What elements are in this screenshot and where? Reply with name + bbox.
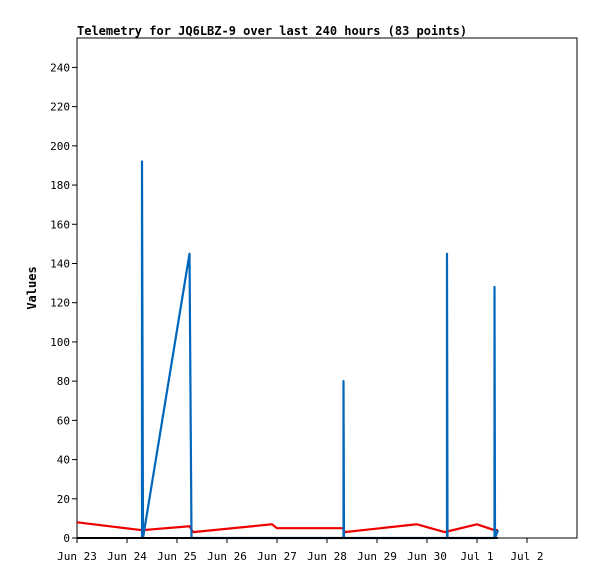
y-tick-label: 160 (50, 218, 70, 231)
y-axis-label: Values (25, 266, 39, 309)
x-tick-label: Jun 25 (157, 550, 197, 563)
x-tick-label: Jun 24 (107, 550, 147, 563)
y-tick-label: 240 (50, 61, 70, 74)
y-tick-label: 40 (57, 454, 70, 467)
x-axis: Jun 23 Jun 24 Jun 25 Jun 26 Jun 27 Jun 28 Jun … (57, 538, 544, 563)
x-tick-label: Jul 2 (510, 550, 543, 563)
y-tick-label: 120 (50, 297, 70, 310)
y-tick-label: 60 (57, 414, 70, 427)
y-tick-label: 100 (50, 336, 70, 349)
plot-frame (76, 37, 578, 539)
x-tick-label: Jun 29 (357, 550, 397, 563)
x-tick-label: Jul 1 (460, 550, 493, 563)
y-tick-label: 140 (50, 257, 70, 270)
series-group (76, 160, 500, 540)
y-tick-label: 220 (50, 101, 70, 114)
series-line-1 (76, 521, 498, 534)
x-tick-label: Jun 30 (407, 550, 447, 563)
chart-title: Telemetry for JQ6LBZ-9 over last 240 hou… (77, 24, 467, 38)
y-tick-label: 200 (50, 140, 70, 153)
y-tick-label: 20 (57, 493, 70, 506)
x-tick-label: Jun 28 (307, 550, 347, 563)
y-tick-label: 180 (50, 179, 70, 192)
y-tick-label: 0 (63, 532, 70, 545)
y-axis: 0 20 40 60 80 100 120 140 160 180 200 220 240 (50, 61, 77, 545)
x-tick-label: Jun 23 (57, 550, 97, 563)
series-line-2 (140, 160, 500, 540)
y-tick-label: 80 (57, 375, 70, 388)
x-tick-label: Jun 26 (207, 550, 247, 563)
x-tick-label: Jun 27 (257, 550, 297, 563)
